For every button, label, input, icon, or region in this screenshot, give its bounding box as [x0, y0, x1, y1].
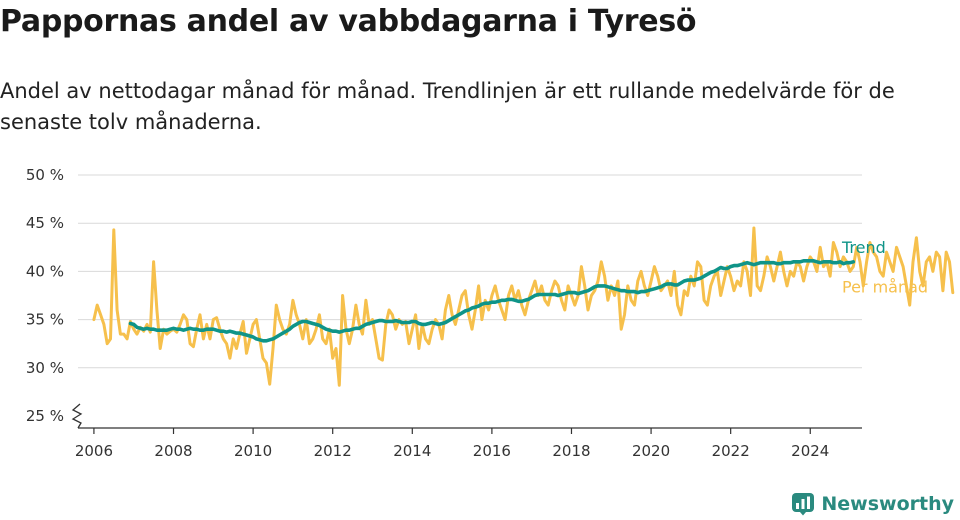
- y-tick-label: 35 %: [26, 311, 64, 329]
- x-tick-label: 2022: [712, 442, 750, 460]
- x-tick-label: 2020: [632, 442, 670, 460]
- x-tick-label: 2012: [314, 442, 352, 460]
- series-line-trend: [128, 258, 856, 343]
- chart-title: Pappornas andel av vabbdagarna i Tyresö: [0, 4, 697, 39]
- y-tick-label: 25 %: [26, 407, 64, 425]
- x-tick-label: 2010: [234, 442, 272, 460]
- newsworthy-logo: Newsworthy: [791, 490, 954, 518]
- y-tick-label: 50 %: [26, 166, 64, 184]
- x-tick-label: 2016: [473, 442, 511, 460]
- x-tick-label: 2006: [75, 442, 113, 460]
- series-label-trend: Trend: [841, 238, 886, 257]
- y-axis-ticks: 25 % 30 % 35 % 40 % 45 % 50 %: [26, 166, 64, 425]
- x-tick-label: 2018: [552, 442, 590, 460]
- axis-break-icon: [71, 403, 83, 429]
- x-tick-label: 2014: [393, 442, 431, 460]
- series-label-monthly: Per månad: [842, 278, 928, 297]
- newsworthy-chart-icon: [792, 493, 815, 516]
- y-tick-label: 30 %: [26, 359, 64, 377]
- x-axis-ticks: 2006 2008 2010 2012 2014 2016 2018 2020 2022 2024: [75, 428, 829, 460]
- series-labels: Per månad Trend: [841, 238, 928, 297]
- logo-text: Newsworthy: [821, 493, 954, 515]
- chart-subtitle: Andel av nettodagar månad för månad. Tre…: [0, 79, 895, 134]
- y-tick-label: 40 %: [26, 262, 64, 280]
- series-line-monthly: [92, 226, 955, 387]
- y-tick-label: 45 %: [26, 214, 64, 232]
- axis-break-zigzag: [71, 403, 83, 429]
- series-lines: [92, 226, 955, 387]
- x-tick-label: 2024: [791, 442, 829, 460]
- gridlines: [78, 174, 862, 429]
- x-tick-label: 2008: [154, 442, 192, 460]
